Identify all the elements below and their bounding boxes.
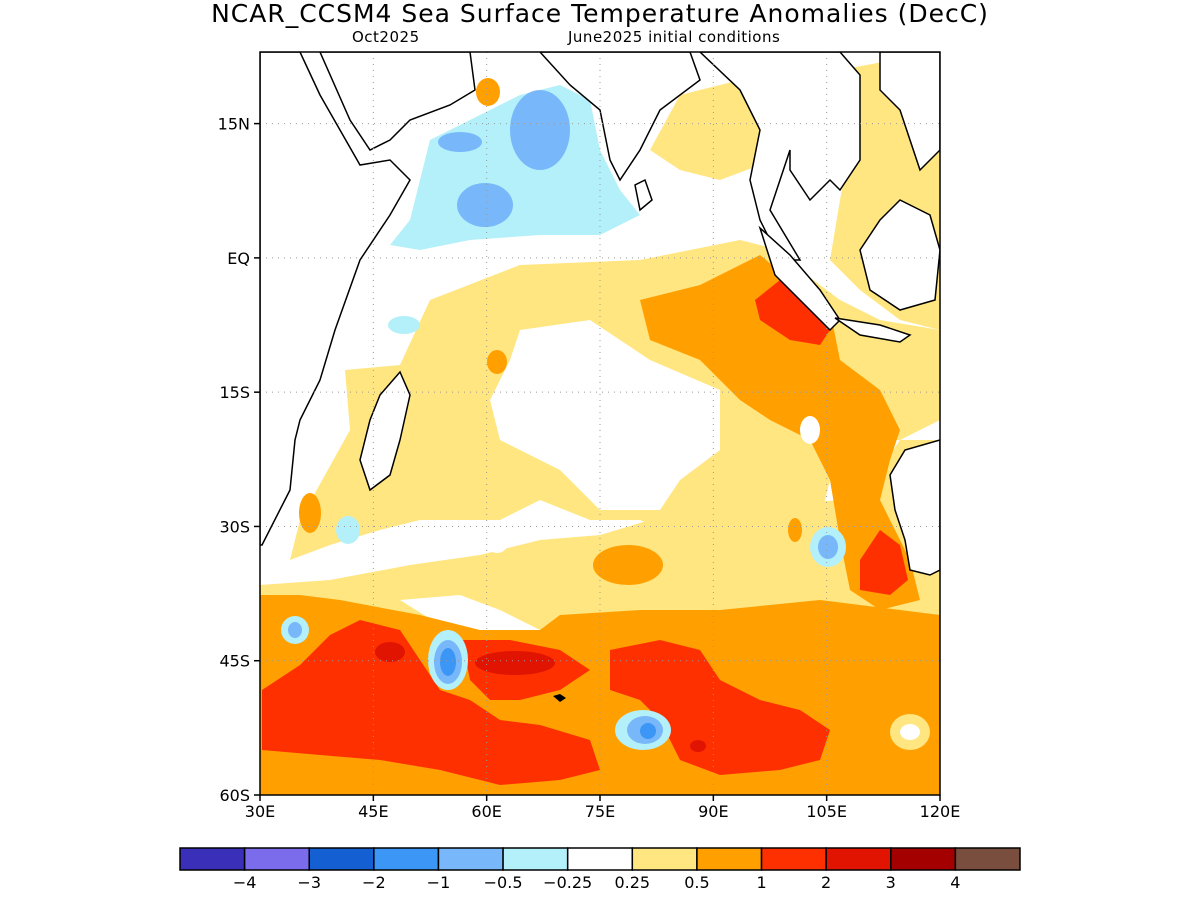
anomaly-region-light-cyan [390, 85, 640, 250]
anomaly-region-neutral [490, 320, 720, 510]
colorbar-swatch [890, 847, 957, 871]
colorbar-label: −0.25 [543, 873, 592, 892]
anomaly-region-orange [788, 518, 802, 542]
anomaly-region-dark-red [690, 740, 706, 752]
anomaly-region-light-blue [510, 90, 570, 170]
forecast-month-label: Oct2025 [352, 28, 420, 46]
lat-tick-label: 30S [219, 517, 250, 536]
anomaly-region-light-blue [438, 132, 482, 152]
colorbar-label: 3 [886, 873, 896, 892]
land-madagascar [359, 370, 411, 492]
colorbar-label: −4 [233, 873, 257, 892]
colorbar-swatch [760, 847, 827, 871]
land-borneo [859, 199, 940, 311]
colorbar-swatch [179, 847, 246, 871]
colorbar-swatch [954, 847, 1021, 871]
anomaly-region-pale-yellow [650, 80, 760, 180]
anomaly-region-light-blue [457, 183, 513, 227]
anomaly-region-orange [299, 493, 321, 533]
anomaly-region-red [262, 620, 600, 785]
land-philippines-indochina [879, 52, 940, 172]
colorbar-label: 4 [950, 873, 960, 892]
colorbar-label: −0.5 [484, 873, 523, 892]
lon-tick-label: 75E [585, 802, 615, 821]
lat-tick-label: 60S [219, 786, 250, 805]
anomaly-field [260, 52, 940, 795]
initial-conditions-label: June2025 initial conditions [568, 28, 781, 46]
lat-tick-label: 15N [218, 115, 250, 134]
anomaly-region-light-blue [818, 535, 838, 559]
colorbar-swatch [437, 847, 504, 871]
anomaly-region-orange [640, 255, 920, 610]
colorbar-swatch [502, 847, 569, 871]
land-sumatra [758, 225, 841, 332]
anomaly-region-light-cyan [336, 516, 360, 544]
lon-tick-label: 120E [920, 802, 961, 821]
colorbar-swatch [373, 847, 440, 871]
anomaly-region-red [755, 280, 830, 345]
land-java [834, 317, 912, 343]
colorbar-swatch [696, 847, 763, 871]
anomaly-region-orange [476, 78, 500, 106]
colorbar-legend: −4 −3 −2 −1 −0.5 −0.25 0.25 0.5 1 2 3 4 [179, 847, 1021, 892]
anomaly-region-neutral [400, 595, 540, 635]
colorbar-label: −1 [427, 873, 451, 892]
map-title: NCAR_CCSM4 Sea Surface Temperature Anoma… [211, 0, 989, 28]
colorbar-label: −3 [297, 873, 321, 892]
land-sri-lanka [634, 178, 653, 212]
anomaly-region-orange [593, 545, 663, 585]
lat-tick-label: 45S [219, 652, 250, 671]
anomaly-region-red [860, 530, 908, 595]
latitude-axis: 15N EQ 15S 30S 45S 60S [218, 115, 260, 805]
land-arabia [319, 52, 476, 151]
land-kerguelen [553, 694, 566, 702]
colorbar-label: 1 [756, 873, 766, 892]
lon-tick-label: 105E [806, 802, 847, 821]
lon-tick-label: 60E [471, 802, 501, 821]
anomaly-region-light-cyan [388, 316, 420, 334]
anomaly-region-red [610, 640, 830, 775]
colorbar-swatch [566, 847, 634, 871]
lon-tick-label: 30E [245, 802, 275, 821]
anomaly-region-neutral [800, 416, 820, 444]
lat-tick-label: EQ [227, 249, 250, 268]
anomaly-region-orange [487, 350, 507, 374]
colorbar-swatch [243, 847, 310, 871]
anomaly-region-dark-red [475, 651, 555, 675]
lon-tick-label: 45E [358, 802, 388, 821]
colorbar-swatch [308, 847, 375, 871]
anomaly-region-neutral [487, 537, 507, 553]
colorbar-label: 2 [821, 873, 831, 892]
land-africa [260, 52, 411, 546]
anomaly-region-blue [440, 648, 456, 676]
anomaly-region-light-blue [288, 622, 302, 638]
colorbar-swatch [631, 847, 698, 871]
land-australia [889, 439, 940, 576]
anomaly-region-neutral [900, 724, 920, 740]
anomaly-region-blue [640, 723, 656, 739]
colorbar-label: 0.5 [684, 873, 709, 892]
anomaly-region-dark-red [375, 642, 405, 662]
lon-tick-label: 90E [698, 802, 728, 821]
land-india [538, 52, 701, 182]
colorbar-swatch [825, 847, 892, 871]
land-southeast-asia [698, 52, 861, 261]
colorbar-label: −2 [362, 873, 386, 892]
longitude-axis: 30E 45E 60E 75E 90E 105E 120E [245, 795, 961, 821]
colorbar-label: 0.25 [614, 873, 650, 892]
lat-tick-label: 15S [219, 383, 250, 402]
